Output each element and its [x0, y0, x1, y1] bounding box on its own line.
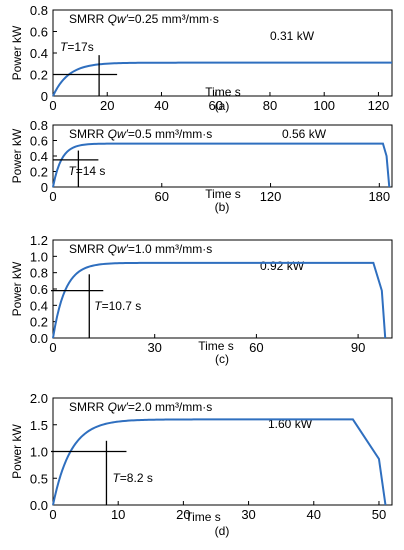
smrr-annotation: SMRR Qw′=1.0 mm³/mm·s: [69, 242, 212, 256]
x-tick-label: 0: [49, 507, 56, 522]
x-tick-label: 60: [249, 340, 263, 355]
y-axis-label: Power kW: [10, 261, 24, 316]
y-axis-label: Power kW: [10, 128, 24, 183]
y-tick-label: 0.4: [30, 149, 48, 164]
y-tick-label: 0.6: [30, 25, 48, 40]
y-axis-label: Power kW: [10, 25, 24, 80]
y-tick-label: 0.2: [30, 315, 48, 330]
power-curve: [53, 419, 385, 505]
x-tick-label: 20: [100, 98, 114, 113]
y-tick-label: 2.0: [30, 391, 48, 406]
x-tick-label: 30: [147, 340, 161, 355]
y-tick-label: 0: [41, 89, 48, 104]
time-constant-value: =10.7 s: [102, 299, 142, 313]
x-tick-label: 0: [49, 189, 56, 204]
y-tick-label: 0.6: [30, 134, 48, 149]
time-constant-value: =8.2 s: [120, 471, 153, 485]
smrr-symbol: Qw′: [108, 400, 129, 414]
x-tick-label: 100: [313, 98, 335, 113]
time-constant-value: =14 s: [76, 164, 106, 178]
smrr-suffix: =1.0 mm³/mm·s: [128, 242, 212, 256]
x-tick-label: 80: [263, 98, 277, 113]
x-axis-label: Time s: [198, 339, 234, 353]
smrr-symbol: Qw′: [108, 242, 129, 256]
smrr-annotation: SMRR Qw′=0.5 mm³/mm·s: [69, 127, 212, 141]
x-tick-label: 10: [111, 507, 125, 522]
x-tick-label: 40: [307, 507, 321, 522]
x-tick-label: 30: [241, 507, 255, 522]
x-axis-label: Time s: [185, 510, 221, 524]
y-tick-label: 0.5: [30, 471, 48, 486]
x-tick-label: 0: [49, 98, 56, 113]
y-tick-label: 0.8: [30, 266, 48, 281]
smrr-symbol: Qw′: [108, 12, 129, 26]
x-tick-label: 120: [368, 98, 390, 113]
y-tick-label: 0.6: [30, 282, 48, 297]
x-axis-label: Time s: [205, 85, 241, 99]
y-tick-label: 1.2: [30, 233, 48, 248]
smrr-prefix: SMRR: [69, 400, 108, 414]
smrr-prefix: SMRR: [69, 12, 108, 26]
panel-label: (c): [215, 352, 229, 366]
x-tick-label: 50: [372, 507, 386, 522]
y-tick-label: 0.4: [30, 298, 48, 313]
time-constant-label: T=17s: [60, 40, 94, 54]
smrr-prefix: SMRR: [69, 127, 108, 141]
x-tick-label: 0: [49, 340, 56, 355]
y-tick-label: 0.4: [30, 46, 48, 61]
steady-power-label: 0.31 kW: [270, 29, 315, 43]
y-tick-label: 1.5: [30, 418, 48, 433]
y-tick-label: 0.8: [30, 118, 48, 133]
time-constant-label: T=10.7 s: [94, 299, 141, 313]
y-tick-label: 0: [41, 180, 48, 195]
smrr-suffix: =0.5 mm³/mm·s: [128, 127, 212, 141]
x-tick-label: 60: [155, 189, 169, 204]
y-tick-label: 0.0: [30, 331, 48, 346]
x-tick-label: 90: [351, 340, 365, 355]
time-constant-value: =17s: [67, 40, 93, 54]
smrr-prefix: SMRR: [69, 242, 108, 256]
time-constant-label: T=14 s: [68, 164, 105, 178]
x-tick-label: 180: [368, 189, 390, 204]
steady-power-label: 0.92 kW: [260, 259, 305, 273]
smrr-suffix: =0.25 mm³/mm·s: [128, 12, 219, 26]
panel-label: (a): [215, 99, 230, 113]
chart-panel-3: 0.00.2 0.40.60.8 1.01.2 0 30 60 90 Power kW Time…: [10, 233, 392, 366]
x-axis-label: Time s: [205, 187, 241, 201]
y-tick-label: 1.0: [30, 445, 48, 460]
smrr-annotation: SMRR Qw′=2.0 mm³/mm·s: [69, 400, 212, 414]
smrr-symbol: Qw′: [108, 127, 129, 141]
y-tick-label: 0.0: [30, 498, 48, 513]
y-axis-label: Power kW: [10, 423, 24, 478]
chart-panel-2: 00.20.40.60.8 0 60 120 180 Power kW Time s SMRR…: [10, 118, 392, 214]
steady-power-label: 0.56 kW: [282, 127, 327, 141]
y-tick-label: 0.2: [30, 165, 48, 180]
panel-label: (b): [215, 200, 230, 214]
y-tick-label: 0.2: [30, 68, 48, 83]
y-tick-label: 0.8: [30, 3, 48, 18]
time-constant-label: T=8.2 s: [112, 471, 152, 485]
smrr-suffix: =2.0 mm³/mm·s: [128, 400, 212, 414]
x-tick-label: 40: [154, 98, 168, 113]
smrr-annotation: SMRR Qw′=0.25 mm³/mm·s: [69, 12, 219, 26]
y-tick-label: 1.0: [30, 249, 48, 264]
panel-label: (d): [215, 524, 230, 538]
x-tick-label: 120: [260, 189, 282, 204]
